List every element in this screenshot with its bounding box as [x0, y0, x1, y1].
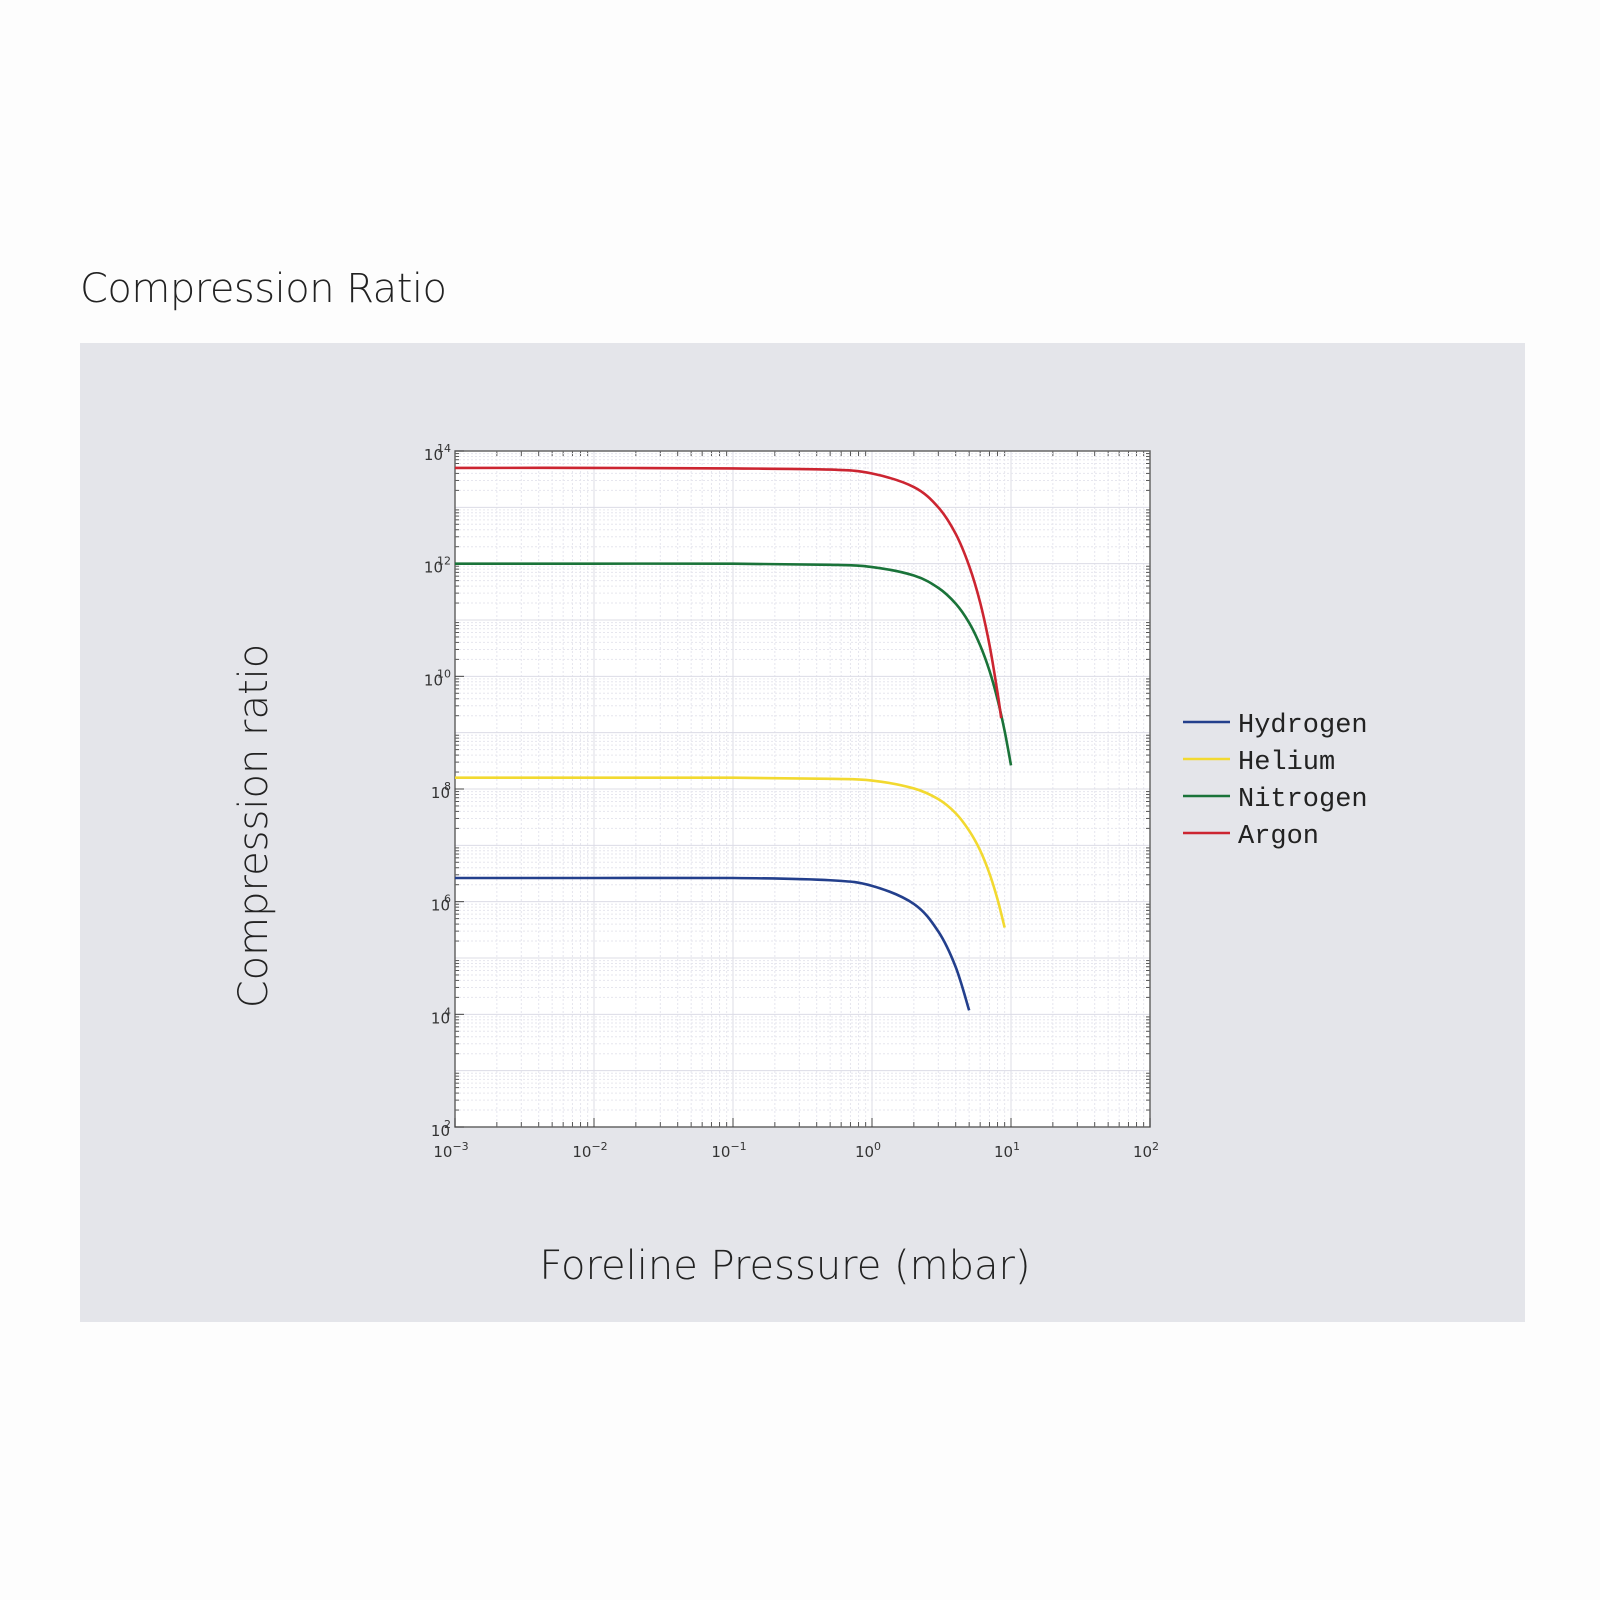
y-tick-label: 1012	[424, 555, 451, 577]
legend-label: Hydrogen	[1238, 711, 1368, 741]
series-line-nitrogen	[454, 562, 1013, 766]
legend-label: Helium	[1238, 748, 1335, 778]
x-tick-label: 10−3	[433, 1140, 468, 1161]
y-tick-label: 1014	[424, 442, 451, 464]
y-tick-label: 104	[431, 1005, 451, 1027]
y-tick-label: 102	[431, 1118, 451, 1140]
series-line-hydrogen	[455, 876, 971, 1011]
x-tick-label: 10−2	[572, 1140, 607, 1161]
x-axis-label: Foreline Pressure (mbar)	[539, 1243, 1030, 1289]
legend-label: Argon	[1238, 822, 1319, 852]
y-tick-label: 1010	[424, 667, 451, 689]
y-tick-label: 106	[431, 893, 451, 915]
x-tick-label: 101	[994, 1140, 1020, 1161]
series-line-helium	[455, 776, 1006, 928]
y-tick-label: 108	[431, 780, 451, 802]
x-tick-label: 100	[855, 1140, 881, 1161]
y-axis-label: Compression ratio	[231, 644, 277, 1009]
x-tick-label: 102	[1133, 1140, 1159, 1161]
x-tick-label: 10−1	[711, 1140, 746, 1161]
series-line-argon	[454, 466, 1003, 719]
page-title: Compression Ratio	[80, 266, 447, 312]
legend-label: Nitrogen	[1238, 785, 1368, 815]
